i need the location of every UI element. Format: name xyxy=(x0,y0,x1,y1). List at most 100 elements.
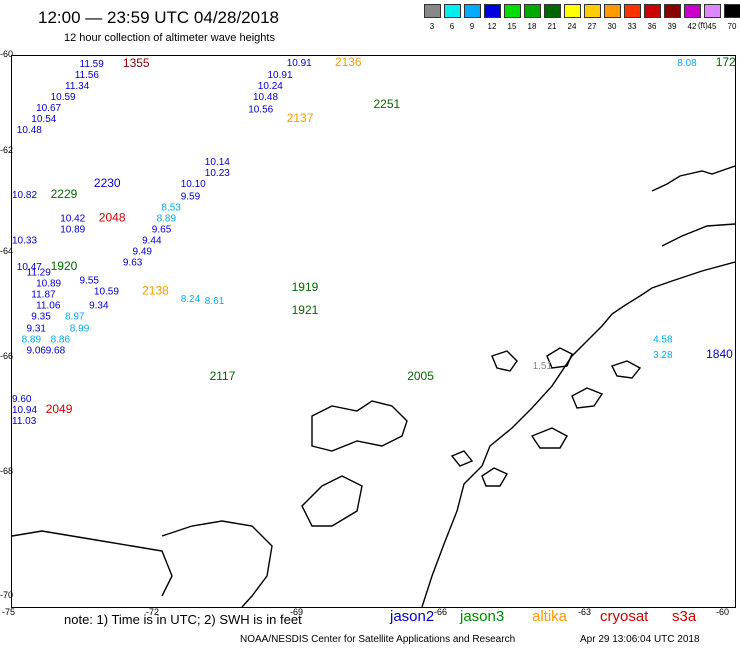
page-title: 12:00 — 23:59 UTC 04/28/2018 xyxy=(38,8,279,27)
page-subtitle: 12 hour collection of altimeter wave hei… xyxy=(64,32,275,44)
antarctic-peninsula-coast xyxy=(421,261,736,608)
wave-height-label: 8.24 xyxy=(181,294,201,305)
wave-height-label: 2137 xyxy=(287,111,314,125)
coastline-layer xyxy=(11,165,736,608)
scale-swatch xyxy=(424,4,441,18)
wave-height-label: 10.59 xyxy=(51,92,76,103)
wave-height-label: 9.55 xyxy=(80,276,100,287)
wave-height-label: 10.54 xyxy=(31,114,56,125)
island-5 xyxy=(450,450,474,467)
map-frame: 11.59 1355 11.56 11.34 10.59 10.67 10.54 10.48 1… xyxy=(11,55,736,608)
lat-label: -68 xyxy=(0,466,14,476)
wave-height-label: 2251 xyxy=(374,97,401,111)
wave-height-label: 4.58 xyxy=(653,335,673,346)
wave-height-label: 9.63 xyxy=(123,258,143,269)
wave-height-label: 2049 xyxy=(46,402,73,416)
wave-height-label: 1355 xyxy=(123,56,150,70)
scale-swatch xyxy=(564,4,581,18)
scale-swatch xyxy=(484,4,501,18)
scale-swatch xyxy=(724,4,740,18)
lon-label: -63 xyxy=(578,607,592,617)
wave-height-label: 10.47 xyxy=(17,262,42,273)
island-6 xyxy=(530,427,568,449)
wave-height-label: 10.94 xyxy=(12,405,37,416)
wave-height-label: 2136 xyxy=(335,56,362,69)
scale-label: 24 xyxy=(567,22,577,31)
wave-height-label: 8.99 xyxy=(70,324,90,335)
wave-height-label: 9.60 xyxy=(12,394,32,405)
wave-height-label: 10.48 xyxy=(17,125,42,136)
scale-unit-label: (ft) xyxy=(698,21,708,30)
lat-label: -60 xyxy=(0,49,14,59)
wave-height-labels: 11.59 135511.5611.3410.5910.6710.5410.481… xyxy=(12,55,736,427)
lat-label: -64 xyxy=(0,246,14,256)
wave-height-label: 2230 xyxy=(94,176,121,190)
scale-swatch xyxy=(464,4,481,18)
wave-height-label: 10.33 xyxy=(12,235,37,246)
wave-height-label: 2048 xyxy=(99,210,126,224)
scale-label: 18 xyxy=(527,22,537,31)
wave-height-label: 2005 xyxy=(407,369,434,383)
lon-label: -75 xyxy=(2,607,16,617)
coast-south-west xyxy=(11,530,173,597)
wave-height-label: 10.67 xyxy=(36,103,61,114)
wave-height-label: 2138 xyxy=(142,284,169,298)
wave-height-label: 11.34 xyxy=(65,81,90,92)
scale-swatch xyxy=(624,4,641,18)
lon-label: -72 xyxy=(146,607,160,617)
coast-north-1 xyxy=(651,165,736,192)
wave-height-label: 9.35 xyxy=(31,312,51,323)
wave-height-label: 9.68 xyxy=(46,346,66,357)
scale-label: 45 xyxy=(707,22,717,31)
wave-height-label: 11.56 xyxy=(75,70,100,81)
scale-label: 42 xyxy=(687,22,697,31)
scale-label: 9 xyxy=(469,22,475,31)
scale-label: 36 xyxy=(647,22,657,31)
map-canvas[interactable]: 11.59 135511.5611.3410.5910.6710.5410.481… xyxy=(11,55,736,608)
scale-swatch xyxy=(664,4,681,18)
wave-height-label: 10.89 xyxy=(60,224,85,235)
legend-jason3: jason3 xyxy=(460,608,505,625)
island-4 xyxy=(481,467,508,487)
wave-height-label: 10.14 xyxy=(205,157,230,168)
island-7 xyxy=(491,350,518,372)
wave-height-label: 9.06 xyxy=(27,346,47,357)
wave-height-label: 10.89 xyxy=(36,278,61,289)
wave-height-label: 1920 xyxy=(51,259,78,273)
generated-timestamp: Apr 29 13:06:04 UTC 2018 xyxy=(580,634,700,645)
scale-label: 30 xyxy=(607,22,617,31)
wave-height-label: 11.06 xyxy=(36,300,61,311)
legend-s3a: s3a xyxy=(672,608,697,625)
legend-cryosat: cryosat xyxy=(600,608,649,625)
wave-height-label: 11.29 xyxy=(27,267,52,278)
scale-label: 6 xyxy=(449,22,455,31)
lat-label: -62 xyxy=(0,145,14,155)
scale-swatch xyxy=(604,4,621,18)
wave-height-label: 8.53 xyxy=(161,202,181,213)
wave-height-label: 8.61 xyxy=(205,296,225,307)
coast-south xyxy=(161,520,273,608)
scale-label: 15 xyxy=(507,22,517,31)
scale-label: 33 xyxy=(627,22,637,31)
scale-swatch xyxy=(704,4,721,18)
wave-height-label: 10.82 xyxy=(12,190,37,201)
coast-mid xyxy=(311,400,408,452)
wave-height-label: 3.28 xyxy=(653,350,673,361)
island-2 xyxy=(571,387,604,409)
wave-height-label: 8.89 xyxy=(22,335,42,346)
scale-swatch xyxy=(584,4,601,18)
scale-swatch xyxy=(504,4,521,18)
wave-height-label: 1840 xyxy=(706,347,733,361)
island-1 xyxy=(546,347,573,369)
lon-label: -66 xyxy=(434,607,448,617)
legend-jason2: jason2 xyxy=(390,608,435,625)
coast-north-2 xyxy=(661,223,736,247)
wave-height-label: 11.87 xyxy=(31,289,56,300)
wave-height-label: 10.10 xyxy=(181,179,206,190)
credit-line: NOAA/NESDIS Center for Satellite Applica… xyxy=(240,634,516,645)
scale-swatch xyxy=(544,4,561,18)
alexander-island xyxy=(301,475,363,527)
scale-label: 3 xyxy=(429,22,435,31)
wave-height-label: 10.42 xyxy=(60,213,85,224)
wave-height-label: 8.97 xyxy=(65,312,85,323)
